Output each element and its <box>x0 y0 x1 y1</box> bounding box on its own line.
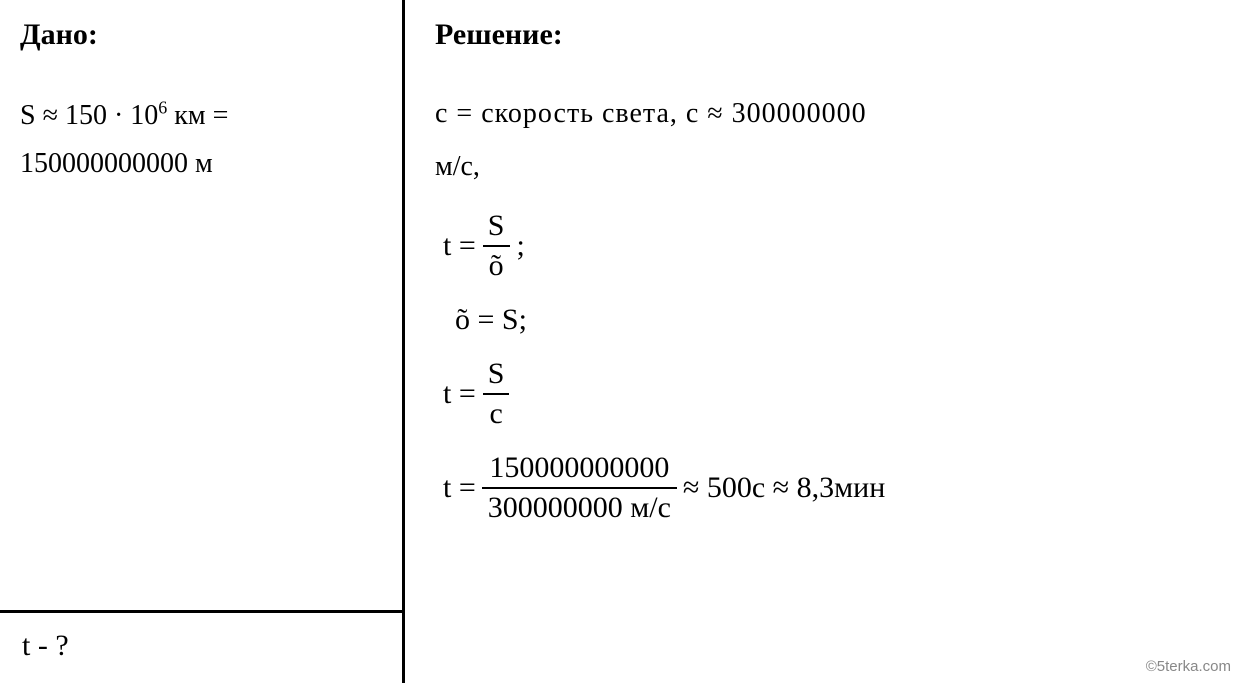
equation-4: t = 150000000000 300000000 м/с ≈ 500с ≈ … <box>443 451 1223 525</box>
eq3-lhs: t = <box>443 377 476 411</box>
given-divider <box>0 610 402 613</box>
given-heading: Дано: <box>20 18 384 52</box>
eq4-lhs: t = <box>443 471 476 505</box>
eq1-lhs: t = <box>443 229 476 263</box>
equation-2: õ = S; <box>455 303 1223 337</box>
eq4-denominator: 300000000 м/с <box>482 487 677 525</box>
solution-line1b: м/с, <box>435 145 1223 188</box>
find-line: t - ? <box>22 629 69 663</box>
eq1-fraction: S õ <box>482 209 511 283</box>
given-line1-part-a: S ≈ 150 · 10 <box>20 100 158 131</box>
watermark: ©5terka.com <box>1146 658 1231 675</box>
eq4-fraction: 150000000000 300000000 м/с <box>482 451 677 525</box>
given-panel: Дано: S ≈ 150 · 106 км = 150000000000 м … <box>0 0 405 683</box>
eq1-numerator: S <box>482 209 511 245</box>
given-body: S ≈ 150 · 106 км = 150000000000 м <box>20 92 384 187</box>
given-line1-part-b: км = <box>167 100 228 131</box>
solution-heading: Решение: <box>435 18 1223 52</box>
eq1-suffix: ; <box>516 229 524 263</box>
solution-panel: Решение: с = скорость света, с ≈ 3000000… <box>405 0 1243 683</box>
eq3-fraction: S с <box>482 357 511 431</box>
given-line1-exponent: 6 <box>158 98 167 118</box>
solution-line1a: с = скорость света, с ≈ 300000000 <box>435 92 1223 135</box>
eq3-numerator: S <box>482 357 511 393</box>
eq1-denominator: õ <box>483 245 510 283</box>
eq4-approx: ≈ 500с ≈ 8,3мин <box>683 471 885 505</box>
given-line2: 150000000000 м <box>20 148 213 179</box>
physics-solution-layout: Дано: S ≈ 150 · 106 км = 150000000000 м … <box>0 0 1243 683</box>
equation-1: t = S õ ; <box>443 209 1223 283</box>
eq4-numerator: 150000000000 <box>483 451 675 487</box>
equation-3: t = S с <box>443 357 1223 431</box>
eq3-denominator: с <box>483 393 508 431</box>
